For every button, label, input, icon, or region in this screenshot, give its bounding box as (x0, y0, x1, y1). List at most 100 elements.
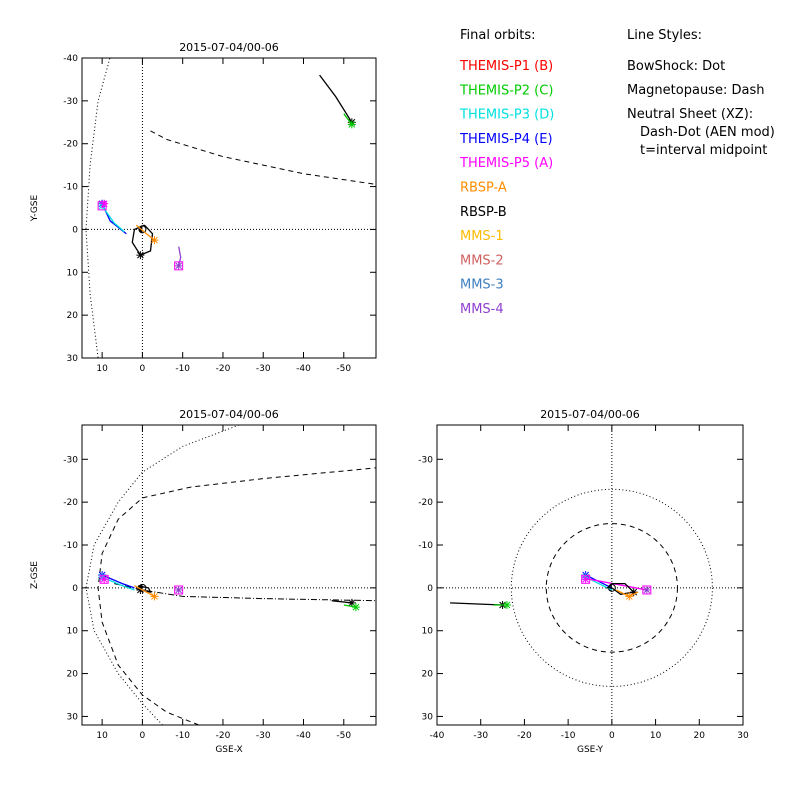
y-tick-label: 0 (72, 584, 78, 594)
orbit-end-marker (150, 592, 159, 601)
probe-box-marker-2 (174, 585, 184, 595)
legend-entry: MMS-3 (460, 278, 504, 293)
legend-orbits-title: Final orbits: (460, 28, 536, 43)
x-tick-label: -20 (216, 364, 231, 374)
bow-shock-curve (85, 425, 240, 725)
x-tick-label: 0 (140, 731, 146, 741)
x-tick-label: 30 (737, 731, 749, 741)
probe-box-marker-2 (174, 261, 184, 271)
legend-entry: THEMIS-P3 (D) (459, 108, 554, 123)
orbit-end-marker (351, 603, 360, 612)
legend-entry: THEMIS-P5 (A) (459, 156, 553, 171)
x-tick-label: -30 (256, 364, 271, 374)
plot-area (82, 425, 376, 725)
y-tick-label: -20 (418, 498, 433, 508)
chart-3: -40 -30 -20 -10 0 10 20 30 -30 -20 -10 0 10 20 30 2015-… (418, 408, 749, 755)
y-tick-label: -10 (63, 183, 78, 193)
probe-box-marker-1 (99, 574, 109, 584)
chart-2: 10 0 -10 -20 -30 -40 -50 -30 -20 -10 0 10 20 30 2015-0… (30, 408, 377, 755)
orbit-line (101, 576, 135, 591)
x-tick-label: -20 (216, 731, 231, 741)
y-tick-label: 20 (422, 670, 434, 680)
y-tick-label: 0 (72, 225, 78, 235)
x-tick-label: 0 (140, 364, 146, 374)
orbit-series-7 (134, 585, 159, 601)
orbit-line (178, 246, 182, 267)
legend-style-line: Neutral Sheet (XZ): (627, 107, 753, 122)
orbit-end-marker (136, 251, 145, 260)
y-tick-label: 10 (422, 627, 434, 637)
orbit-line (585, 578, 647, 591)
magnetopause-curve (97, 467, 376, 725)
x-tick-label: 10 (96, 364, 108, 374)
magnetopause-curve (150, 130, 376, 185)
x-tick-label: 20 (694, 731, 706, 741)
y-axis-label: Z-GSE (30, 561, 40, 589)
y-axis-label: Y-GSE (30, 195, 40, 223)
probe-box-marker-1 (97, 201, 107, 211)
orbit-end-marker (642, 586, 651, 594)
probe-box-marker-2 (642, 585, 652, 595)
legend-style-line: Dash-Dot (AEN mod) (640, 125, 775, 140)
x-tick-label: -30 (473, 731, 488, 741)
x-tick-label: -50 (336, 364, 351, 374)
orbit-end-marker (174, 261, 183, 270)
legend-entry: RBSP-A (460, 181, 507, 196)
orbit-end-marker (100, 199, 109, 208)
y-tick-label: 10 (67, 268, 79, 278)
x-tick-label: 10 (96, 731, 108, 741)
orbit-series-7 (135, 224, 159, 245)
orbit-series-8 (174, 586, 183, 594)
orbit-end-marker (581, 575, 590, 584)
y-tick-label: -30 (63, 455, 78, 465)
legend-entry: THEMIS-P1 (B) (459, 59, 553, 74)
y-tick-label: 30 (67, 712, 79, 722)
y-tick-label: 30 (67, 354, 79, 364)
orbit-series-2 (493, 601, 511, 609)
legend-styles-title: Line Styles: (627, 28, 702, 43)
orbit-series-1 (319, 74, 356, 127)
orbit-series-5 (100, 199, 109, 209)
legend-entry: MMS-1 (460, 229, 504, 244)
x-tick-label: -40 (296, 364, 311, 374)
legend-style-line: t=interval midpoint (640, 143, 767, 158)
legend-style-line: Magnetopause: Dash (627, 83, 764, 98)
y-tick-label: -20 (63, 140, 78, 150)
y-tick-label: 20 (67, 311, 79, 321)
legend-entry: MMS-4 (460, 302, 504, 317)
x-tick-label: -30 (256, 731, 271, 741)
x-tick-label: -20 (517, 731, 532, 741)
legend-entry: MMS-2 (460, 253, 504, 268)
x-tick-label: -40 (296, 731, 311, 741)
x-tick-label: -50 (336, 731, 351, 741)
y-tick-label: 10 (67, 627, 79, 637)
orbit-end-marker (174, 586, 183, 594)
orbit-end-marker (347, 120, 356, 129)
plot-frame (436, 424, 744, 726)
orbit-series-2 (343, 113, 356, 129)
x-axis-label: GSE-Y (577, 745, 604, 755)
x-tick-label: -10 (175, 731, 190, 741)
legend: Final orbits: THEMIS-P1 (B) THEMIS-P2 (C) T… (459, 28, 775, 317)
plot-area (82, 58, 376, 358)
orbit-series-8 (642, 586, 651, 594)
magnetopause-circle (545, 523, 678, 653)
x-tick-label: 10 (650, 731, 662, 741)
chart-1: 10 0 -10 -20 -30 -40 -50 -40 -30 -20 -10 0 10 20 30 201… (30, 41, 377, 374)
orbit-end-marker (625, 592, 634, 601)
y-tick-label: -10 (418, 541, 433, 551)
legend-entry: RBSP-B (460, 205, 507, 220)
orbit-series-6 (131, 224, 154, 260)
orbit-line (319, 74, 353, 123)
orbit-line (101, 205, 125, 233)
y-tick-label: -30 (418, 455, 433, 465)
orbit-series-7 (615, 589, 639, 601)
y-tick-label: 20 (67, 670, 79, 680)
legend-entry: THEMIS-P4 (E) (459, 132, 553, 147)
y-tick-label: -10 (63, 541, 78, 551)
x-axis-label: GSE-X (215, 745, 242, 755)
chart-title: 2015-07-04/00-06 (179, 408, 279, 421)
x-tick-label: -40 (430, 731, 445, 741)
orbit-end-marker (100, 575, 109, 584)
